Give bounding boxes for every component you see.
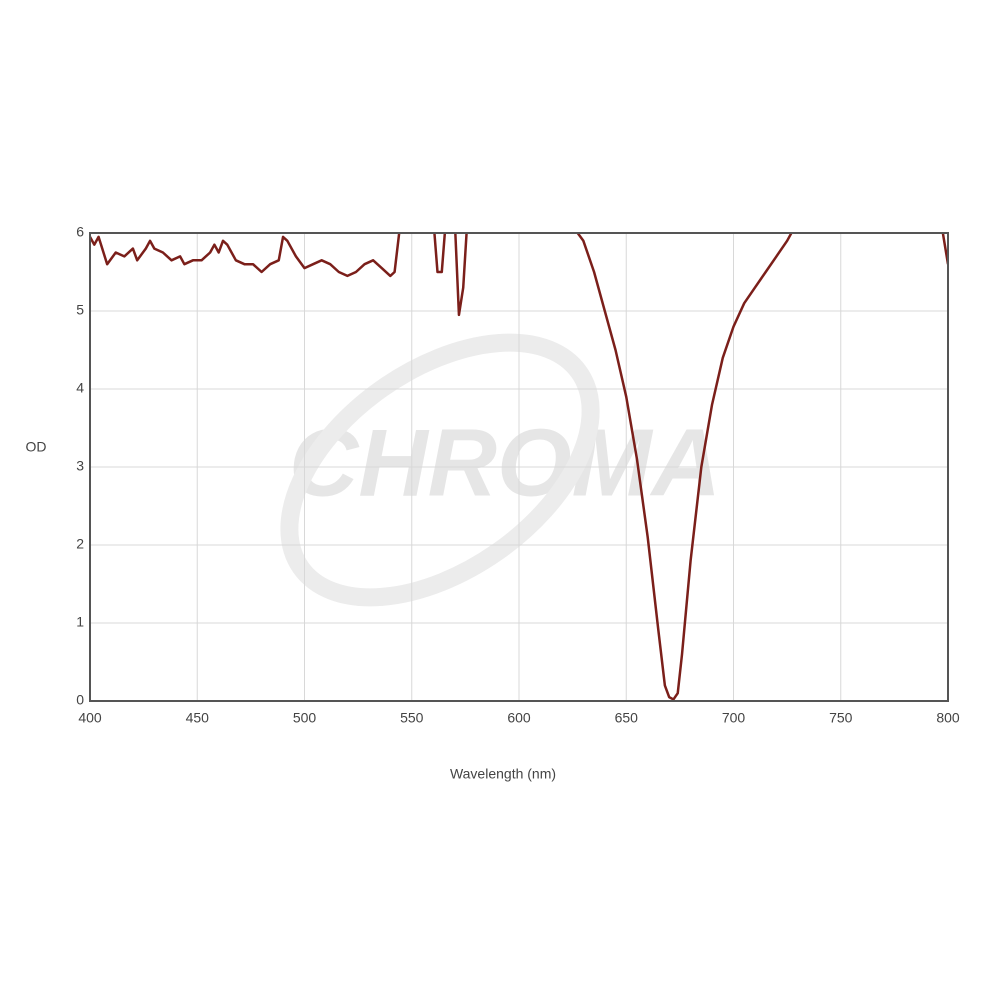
y-tick-label: 4 bbox=[76, 380, 84, 396]
plot bbox=[90, 233, 948, 701]
watermark: CHROMA bbox=[289, 409, 721, 516]
y-tick-label: 6 bbox=[76, 224, 84, 240]
x-tick-label: 550 bbox=[400, 710, 424, 726]
y-tick-label: 5 bbox=[76, 302, 84, 318]
x-tick-label: 500 bbox=[293, 710, 317, 726]
y-tick-label: 3 bbox=[76, 458, 84, 474]
x-tick-label: 800 bbox=[936, 710, 960, 726]
x-axis-label: Wavelength (nm) bbox=[450, 766, 556, 782]
plot-border bbox=[89, 232, 949, 702]
y-tick-label: 1 bbox=[76, 614, 84, 630]
y-tick-label: 2 bbox=[76, 536, 84, 552]
data-line bbox=[90, 233, 948, 701]
x-tick-label: 600 bbox=[507, 710, 531, 726]
x-tick-label: 700 bbox=[722, 710, 746, 726]
watermark-swoosh bbox=[280, 333, 600, 607]
x-tick-label: 400 bbox=[78, 710, 102, 726]
y-tick-label: 0 bbox=[76, 692, 84, 708]
grid bbox=[89, 232, 949, 702]
x-tick-label: 750 bbox=[829, 710, 853, 726]
x-tick-label: 650 bbox=[615, 710, 639, 726]
y-axis-label: OD bbox=[26, 439, 47, 455]
x-tick-label: 450 bbox=[186, 710, 210, 726]
